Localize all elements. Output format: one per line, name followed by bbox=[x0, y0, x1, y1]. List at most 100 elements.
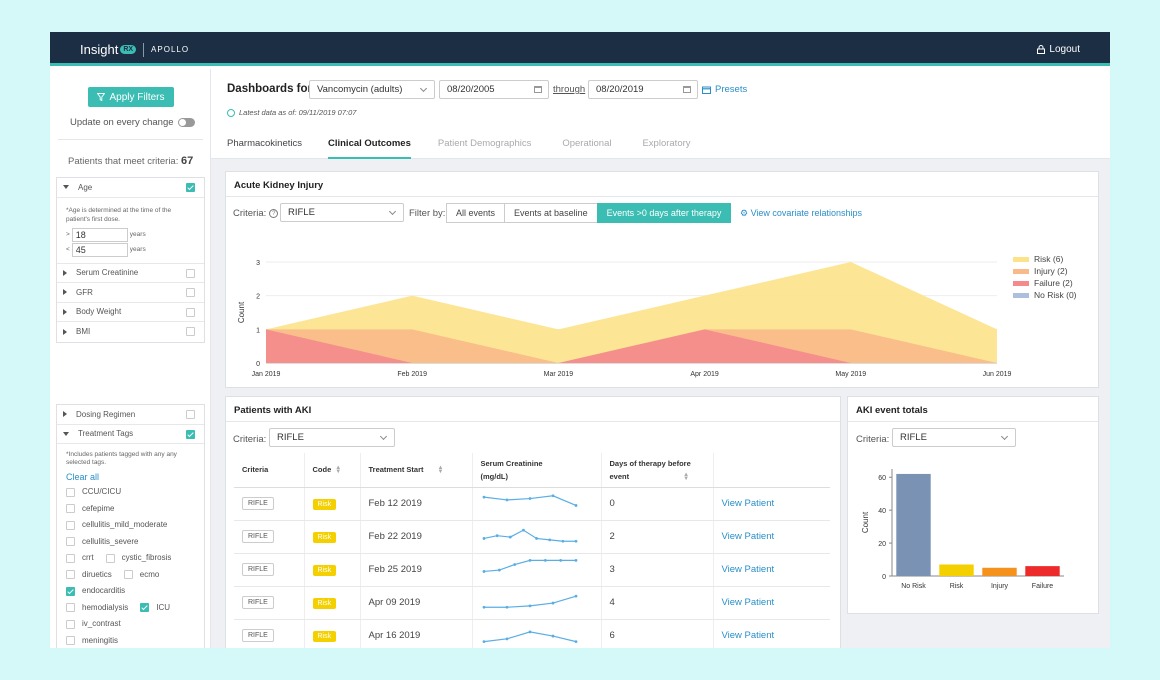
patients-criteria-select[interactable]: RIFLE bbox=[269, 428, 395, 447]
presets-link[interactable]: Presets bbox=[702, 84, 747, 95]
y-tick-label: 0 bbox=[882, 574, 886, 581]
tag-option[interactable]: diruetics bbox=[66, 570, 112, 580]
tag-checkbox[interactable] bbox=[66, 636, 75, 646]
tab-exploratory[interactable]: Exploratory bbox=[642, 138, 691, 149]
tag-option[interactable]: cellulitis_severe bbox=[66, 537, 138, 547]
tag-option[interactable]: CCU/CICU bbox=[66, 487, 121, 497]
tag-checkbox[interactable] bbox=[105, 553, 115, 563]
tag-checkbox[interactable] bbox=[66, 520, 75, 530]
legend-item[interactable]: Injury (2) bbox=[1013, 265, 1077, 277]
tag-option[interactable]: hemodialysis bbox=[66, 603, 128, 613]
end-date-input[interactable]: 08/20/2019 bbox=[588, 80, 698, 99]
covariate-link[interactable]: ⚙ View covariate relationships bbox=[740, 208, 862, 219]
tag-option[interactable]: cefepime bbox=[66, 504, 114, 514]
filter-serum-creatinine[interactable]: Serum Creatinine bbox=[57, 264, 204, 283]
filter-bmi-checkbox[interactable] bbox=[186, 327, 195, 336]
tab-clinical-outcomes[interactable]: Clinical Outcomes bbox=[327, 129, 411, 159]
age-max-input[interactable] bbox=[71, 242, 128, 257]
filter-gfr[interactable]: GFR bbox=[57, 283, 204, 303]
view-patient-link[interactable]: View Patient bbox=[721, 564, 775, 575]
totals-criteria-select[interactable]: RIFLE bbox=[892, 428, 1016, 447]
view-patient-link[interactable]: View Patient bbox=[721, 531, 775, 542]
tag-checkbox[interactable] bbox=[66, 487, 75, 497]
view-patient-link[interactable]: View Patient bbox=[721, 630, 775, 641]
end-date-value: 08/20/2019 bbox=[596, 84, 644, 95]
filter-age-checkbox[interactable] bbox=[186, 183, 195, 192]
clear-all-link[interactable]: Clear all bbox=[66, 472, 100, 482]
filter-after-therapy-button[interactable]: Events >0 days after therapy bbox=[596, 203, 732, 223]
filter-baseline-button[interactable]: Events at baseline bbox=[504, 203, 598, 223]
aki-card: Acute Kidney Injury Criteria: ? RIFLE Fi… bbox=[225, 171, 1099, 388]
filter-dosing-regimen[interactable]: Dosing Regimen bbox=[57, 405, 204, 425]
logo[interactable]: Insight RX APOLLO bbox=[80, 42, 189, 57]
filter-all-events-button[interactable]: All events bbox=[446, 203, 506, 223]
tag-checkbox[interactable] bbox=[66, 504, 75, 514]
y-tick-label: 3 bbox=[256, 260, 260, 267]
tag-option[interactable]: cellulitis_mild_moderate bbox=[66, 520, 167, 530]
col-criteria[interactable]: Criteria bbox=[234, 453, 305, 488]
tag-option[interactable]: meningitis bbox=[66, 636, 118, 646]
col-days-label: Days of therapy before bbox=[609, 458, 691, 468]
table-row: RIFLE Risk Feb 22 2019 2 View Patient bbox=[234, 520, 830, 554]
legend-item[interactable]: Risk (6) bbox=[1013, 253, 1077, 265]
filter-body-weight-checkbox[interactable] bbox=[186, 307, 195, 317]
update-toggle[interactable] bbox=[177, 118, 195, 127]
logout-button[interactable]: Logout bbox=[1037, 44, 1080, 55]
through-link[interactable]: through bbox=[553, 84, 586, 95]
col-serum-creatinine[interactable]: Serum Creatinine (mg/dL) bbox=[472, 453, 602, 488]
age-max-operator: < bbox=[66, 246, 70, 253]
filter-bmi[interactable]: BMI bbox=[57, 322, 204, 342]
tab-patient-demographics[interactable]: Patient Demographics bbox=[437, 138, 532, 149]
patients-label: Patients that meet criteria: bbox=[68, 156, 179, 167]
legend-item[interactable]: No Risk (0) bbox=[1013, 289, 1077, 301]
sparkline-point bbox=[534, 537, 538, 540]
help-icon[interactable]: ? bbox=[269, 209, 279, 218]
filter-body-weight[interactable]: Body Weight bbox=[57, 303, 204, 322]
drug-select[interactable]: Vancomycin (adults) bbox=[309, 80, 435, 99]
filter-age[interactable]: Age bbox=[57, 178, 204, 198]
tag-checkbox[interactable] bbox=[66, 603, 75, 613]
sparkline-point bbox=[528, 604, 531, 608]
cell-code: Risk bbox=[304, 619, 361, 648]
tag-checkbox[interactable] bbox=[66, 570, 75, 580]
sparkline-line bbox=[483, 631, 576, 643]
tag-option[interactable]: ICU bbox=[140, 603, 170, 613]
tag-label: endocarditis bbox=[82, 586, 126, 596]
filter-treatment-tags[interactable]: Treatment Tags bbox=[57, 425, 204, 444]
tag-checkbox[interactable] bbox=[66, 537, 75, 547]
tag-option[interactable]: crrt bbox=[66, 553, 94, 563]
view-patient-link[interactable]: View Patient bbox=[721, 597, 775, 608]
apply-filters-button[interactable]: Apply Filters bbox=[88, 87, 174, 107]
age-max-row: < years bbox=[66, 242, 195, 257]
tab-pharmacokinetics[interactable]: Pharmacokinetics bbox=[227, 138, 302, 149]
tag-option[interactable]: ecmo bbox=[123, 570, 159, 580]
cell-days: 6 bbox=[601, 619, 714, 648]
legend-item[interactable]: Failure (2) bbox=[1013, 277, 1077, 289]
tag-checkbox[interactable] bbox=[66, 586, 75, 596]
view-patient-link[interactable]: View Patient bbox=[721, 498, 775, 509]
col-treatment-start[interactable]: Treatment Start ▲ ▼ bbox=[360, 453, 473, 488]
start-date-input[interactable]: 08/20/2005 bbox=[439, 80, 549, 99]
filter-gfr-checkbox[interactable] bbox=[186, 288, 195, 297]
tag-option[interactable]: iv_contrast bbox=[66, 619, 121, 629]
aki-criteria-select[interactable]: RIFLE bbox=[280, 203, 404, 222]
tag-option[interactable]: endocarditis bbox=[66, 586, 126, 596]
tab-operational[interactable]: Operational bbox=[562, 138, 612, 149]
tag-checkbox[interactable] bbox=[140, 603, 150, 613]
tag-checkbox[interactable] bbox=[66, 619, 75, 629]
filter-serum-creatinine-checkbox[interactable] bbox=[186, 268, 195, 278]
sparkline-point bbox=[543, 558, 547, 562]
table-row: RIFLE Risk Feb 25 2019 3 View Patient bbox=[234, 553, 830, 587]
col-code[interactable]: Code ▲ ▼ bbox=[304, 453, 361, 488]
filter-treatment-tags-checkbox[interactable] bbox=[186, 429, 195, 439]
tag-checkbox[interactable] bbox=[123, 570, 133, 580]
age-min-input[interactable] bbox=[71, 227, 128, 242]
aki-area-chart: 0 1 2 3 Count Jan 2019 Feb 2019 Mar 2019 Apr 201… bbox=[237, 260, 1012, 378]
treatment-tags-note: *Includes patients tagged with any any s… bbox=[66, 451, 177, 466]
cell-treatment-start: Feb 12 2019 bbox=[360, 487, 473, 521]
tag-checkbox[interactable] bbox=[66, 553, 75, 563]
col-days-before-event[interactable]: Days of therapy before event ▲ ▼ bbox=[601, 453, 714, 488]
filter-dosing-regimen-checkbox[interactable] bbox=[186, 410, 195, 419]
chevron-down-icon bbox=[63, 431, 69, 436]
tag-option[interactable]: cystic_fibrosis bbox=[105, 553, 171, 563]
